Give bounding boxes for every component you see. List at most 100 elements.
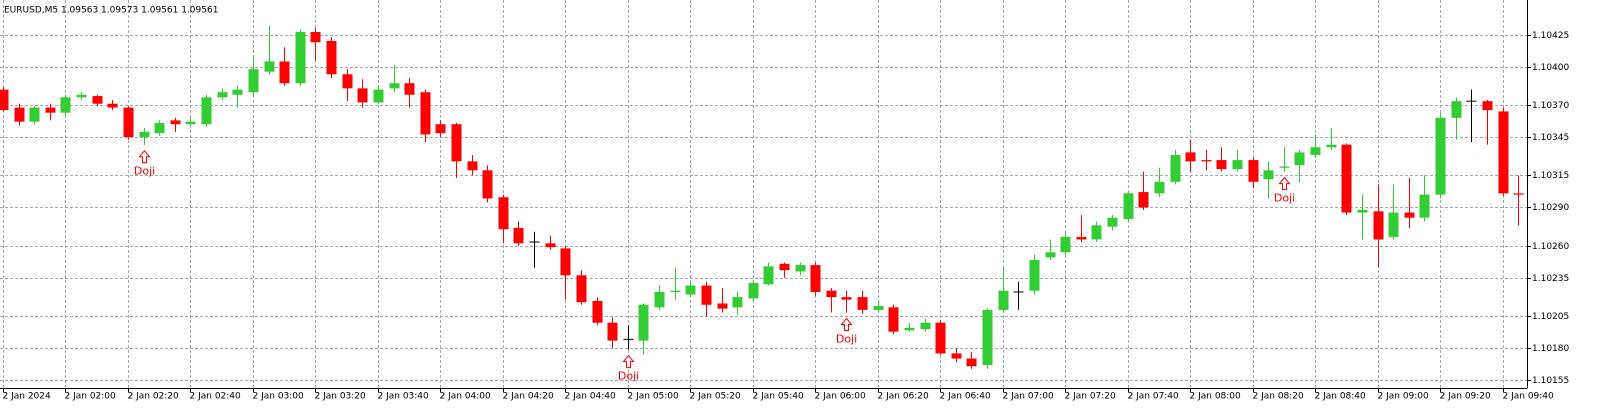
candle-body (201, 97, 212, 125)
y-tick-label: 1.10315 (1532, 171, 1569, 181)
candle-body (888, 307, 899, 332)
x-tick-label: 2 Jan 05:40 (753, 392, 805, 402)
candle-body (795, 265, 806, 272)
candle-body (1060, 236, 1071, 253)
candle-body (1216, 160, 1227, 170)
x-tick-label: 2 Jan 07:40 (1128, 392, 1180, 402)
candle-body (576, 275, 587, 303)
candle-body (279, 61, 290, 84)
x-tick-label: 2 Jan 08:20 (1253, 392, 1305, 402)
y-tick-label: 1.10205 (1532, 312, 1569, 322)
candle-body (873, 306, 884, 310)
candle-body (107, 103, 118, 108)
candle-body (1341, 144, 1352, 213)
x-tick-label: 2 Jan 09:20 (1440, 392, 1492, 402)
candle-body (0, 89, 9, 111)
candle-body (1513, 193, 1524, 195)
candle-body (60, 97, 71, 113)
x-tick-label: 2 Jan 04:20 (503, 392, 555, 402)
candle-body (1045, 252, 1056, 258)
annotation-arrow (138, 149, 151, 164)
y-tick-label: 1.10260 (1532, 242, 1569, 252)
candle-body (1294, 152, 1305, 166)
candle-body (1232, 160, 1243, 170)
candle-body (982, 309, 993, 365)
candle-body (389, 83, 400, 89)
candle-body (404, 83, 415, 95)
candle-body (748, 282, 759, 299)
candle-body (1248, 160, 1259, 182)
annotation: Doji (134, 165, 155, 178)
chart-title: EURUSD,M5 1.09563 1.09573 1.09561 1.0956… (4, 6, 218, 16)
candle-body (732, 297, 743, 308)
candle-body (1154, 181, 1165, 194)
candle-body (1263, 170, 1274, 180)
annotation: Doji (618, 370, 639, 383)
candle-body (920, 322, 931, 330)
x-tick-label: 2 Jan 08:00 (1190, 392, 1242, 402)
candle-body (310, 32, 321, 43)
candle-body (1404, 212, 1415, 218)
candle-body (1279, 166, 1290, 168)
candle-body (701, 285, 712, 305)
x-tick-label: 2 Jan 09:00 (1378, 392, 1430, 402)
y-tick-label: 1.10180 (1532, 344, 1569, 354)
candle-body (935, 322, 946, 354)
candle-body (154, 122, 165, 134)
candle-body (670, 290, 681, 292)
candle-body (1451, 101, 1462, 118)
candle-body (1419, 194, 1430, 218)
candle-body (1170, 154, 1181, 182)
candle-body (810, 265, 821, 292)
candle-body (545, 243, 556, 248)
candle-body (1482, 101, 1493, 111)
x-tick-label: 2 Jan 06:20 (878, 392, 930, 402)
candle-body (123, 107, 134, 138)
candle-body (998, 290, 1009, 310)
candle-body (498, 197, 509, 230)
x-tick-label: 2 Jan 03:40 (378, 392, 430, 402)
candle-body (45, 107, 56, 113)
candle-body (76, 94, 87, 98)
y-tick-label: 1.10290 (1532, 203, 1569, 213)
x-tick-label: 2 Jan 04:00 (440, 392, 492, 402)
candle-body (170, 120, 181, 125)
y-tick-label: 1.10235 (1532, 274, 1569, 284)
candle-body (264, 61, 275, 72)
candle-body (1107, 217, 1118, 227)
candle-body (217, 92, 228, 98)
x-tick-label: 2 Jan 03:20 (315, 392, 367, 402)
candle-body (1388, 212, 1399, 237)
candle-body (451, 124, 462, 162)
plot-area: Doji Doji Doji Doji (0, 25, 1524, 383)
grid (0, 0, 1527, 388)
candle-body (342, 74, 353, 89)
x-tick-label: 2 Jan 04:40 (565, 392, 617, 402)
candle-body (185, 121, 196, 125)
annotation-arrow (1278, 176, 1291, 191)
candle-body (295, 32, 306, 84)
candle-body (607, 322, 618, 341)
candle-body (1326, 144, 1337, 148)
annotation-arrow (622, 354, 635, 369)
y-tick-label: 1.10370 (1532, 101, 1569, 111)
x-tick-label: 2 Jan 09:40 (1503, 392, 1555, 402)
candle-body (1373, 211, 1384, 240)
candle-body (1076, 236, 1087, 240)
candle-body (357, 88, 368, 103)
y-tick-label: 1.10155 (1532, 376, 1569, 386)
candle-body (592, 300, 603, 323)
candle-body (685, 285, 696, 295)
candle-body (139, 131, 150, 138)
x-tick-label: 2 Jan 06:40 (940, 392, 992, 402)
candle-body (29, 107, 40, 122)
y-tick-label: 1.10425 (1532, 31, 1569, 41)
x-tick-label: 2 Jan 02:00 (65, 392, 117, 402)
x-tick-label: 2 Jan 05:00 (628, 392, 680, 402)
candle-body (435, 124, 446, 134)
candle-body (966, 358, 977, 367)
x-tick-label: 2 Jan 05:20 (690, 392, 742, 402)
candle-body (951, 353, 962, 359)
candle-body (1091, 225, 1102, 240)
